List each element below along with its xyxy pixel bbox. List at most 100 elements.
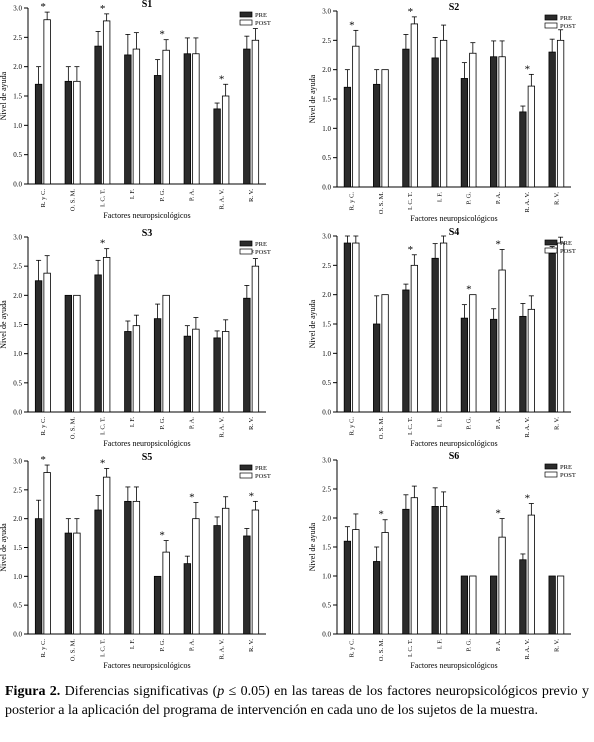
x-tick-label: R. A. V. — [218, 417, 225, 438]
bar-post — [73, 80, 81, 185]
x-tick-label: P. A. — [495, 639, 502, 651]
bar-post — [102, 257, 111, 413]
bar-post — [527, 85, 535, 188]
y-tick-label: 2.5 — [322, 486, 331, 494]
x-tick-label: R. A. V. — [218, 639, 225, 660]
x-axis-label: Factores neuropsicológicos — [103, 211, 190, 220]
bar-post — [73, 294, 81, 413]
x-tick-label: I. C. T. — [99, 189, 106, 207]
bar-pre — [431, 57, 439, 188]
bar-post — [251, 265, 260, 413]
y-tick-label: 3.0 — [13, 5, 22, 13]
panel-s5: 0.0 0.5 1.0 1.5 2.0 2.5 3.0 Nivel de ayuda S5 * R.… — [0, 452, 271, 670]
caption-text-start: Diferencias significativas ( — [60, 684, 218, 699]
y-tick-label: 1.0 — [322, 125, 331, 133]
bar-pre — [34, 280, 43, 413]
panel-s4: 0.0 0.5 1.0 1.5 2.0 2.5 3.0 Nivel de ayuda S4 R. … — [308, 227, 576, 448]
x-tick-label: P. G. — [466, 417, 473, 430]
bar-pre — [431, 257, 439, 413]
x-tick-label: O. S. M. — [70, 417, 77, 440]
bar-pre — [519, 111, 527, 188]
y-tick-label: 2.0 — [13, 63, 22, 71]
y-tick-label: 0.0 — [322, 631, 331, 639]
x-tick-label: P. G. — [159, 639, 166, 652]
x-tick-label: R. V. — [248, 417, 255, 430]
bar-pre — [183, 563, 192, 635]
significance-marker: * — [495, 508, 501, 520]
panel-title: S6 — [449, 451, 460, 462]
y-tick-label: 2.5 — [322, 262, 331, 270]
legend-swatch-pre — [239, 240, 253, 247]
bar-pre — [373, 83, 381, 188]
bar-post — [410, 23, 418, 188]
bar-post — [410, 264, 418, 413]
y-tick-label: 0.0 — [322, 184, 331, 192]
x-tick-label: R. y C. — [349, 639, 356, 658]
caption-label: Figura 2. — [5, 684, 61, 699]
x-tick-label: R. A. V. — [524, 639, 531, 660]
legend-swatch-post — [239, 472, 253, 479]
bar-pre — [243, 297, 251, 413]
y-tick-label: 2.0 — [322, 291, 331, 299]
x-tick-label: I. F. — [129, 639, 136, 650]
y-tick-label: 0.0 — [13, 181, 22, 189]
bar-pre — [64, 294, 73, 413]
y-tick-label: 0.0 — [13, 631, 22, 639]
bar-post — [352, 529, 360, 635]
significance-marker: * — [408, 6, 414, 18]
bar-pre — [490, 575, 498, 635]
bar-pre — [519, 559, 527, 635]
y-tick-label: 3.0 — [322, 233, 331, 241]
bar-pre — [183, 53, 192, 185]
panel-title: S4 — [449, 227, 460, 238]
bar-post — [469, 52, 477, 188]
legend-swatch-post — [544, 22, 558, 29]
bar-post — [251, 39, 260, 185]
significance-marker: * — [349, 19, 355, 31]
x-tick-label: P. G. — [159, 189, 166, 202]
y-tick-label: 1.5 — [322, 544, 331, 552]
figure-caption: Figura 2. Diferencias significativas (p … — [5, 682, 589, 720]
x-tick-label: R. y C. — [349, 192, 356, 211]
bar-pre — [243, 535, 251, 635]
bar-pre — [34, 518, 43, 635]
panel-s1: 0.0 0.5 1.0 1.5 2.0 2.5 3.0 Nivel de ayuda S1 * R.… — [0, 0, 271, 220]
bar-pre — [94, 509, 102, 635]
legend-label-post: POST — [560, 23, 576, 30]
bar-pre — [243, 48, 251, 185]
bar-pre — [402, 508, 410, 635]
x-tick-label: P. G. — [159, 417, 166, 430]
y-axis-label: Nivel de ayuda — [0, 523, 8, 572]
y-tick-label: 0.5 — [322, 379, 331, 387]
bar-pre — [213, 337, 221, 413]
x-tick-label: P. G. — [466, 639, 473, 652]
x-tick-label: R. V. — [553, 192, 560, 205]
bar-post — [221, 331, 230, 413]
bar-pre — [153, 575, 162, 635]
x-tick-label: I. F. — [129, 417, 136, 428]
y-tick-label: 2.0 — [13, 292, 22, 300]
significance-marker: * — [408, 244, 414, 256]
legend-label-post: POST — [255, 20, 271, 27]
y-tick-label: 0.5 — [322, 602, 331, 610]
caption-text-end: ≤ 0.05) en las tareas de los factores ne… — [5, 684, 589, 718]
bar-pre — [64, 532, 73, 635]
bar-pre — [460, 317, 469, 413]
bar-pre — [124, 500, 132, 635]
bar-post — [43, 272, 51, 413]
y-tick-label: 1.0 — [13, 350, 22, 358]
bar-pre — [153, 318, 162, 413]
legend-label-post: POST — [560, 472, 576, 479]
bar-pre — [402, 48, 410, 188]
legend-label-post: POST — [560, 248, 576, 255]
x-tick-label: R. V. — [553, 639, 560, 652]
y-tick-label: 0.5 — [13, 379, 22, 387]
bar-post — [221, 507, 230, 635]
legend-swatch-post — [239, 248, 253, 255]
legend-label-post: POST — [255, 473, 271, 480]
panel-s2: 0.0 0.5 1.0 1.5 2.0 2.5 3.0 Nivel de ayuda S2 * R.… — [308, 2, 576, 223]
y-tick-label: 1.5 — [322, 321, 331, 329]
x-tick-label: R. A. V. — [524, 417, 531, 438]
legend-swatch-post — [544, 471, 558, 478]
y-tick-label: 0.5 — [13, 602, 22, 610]
